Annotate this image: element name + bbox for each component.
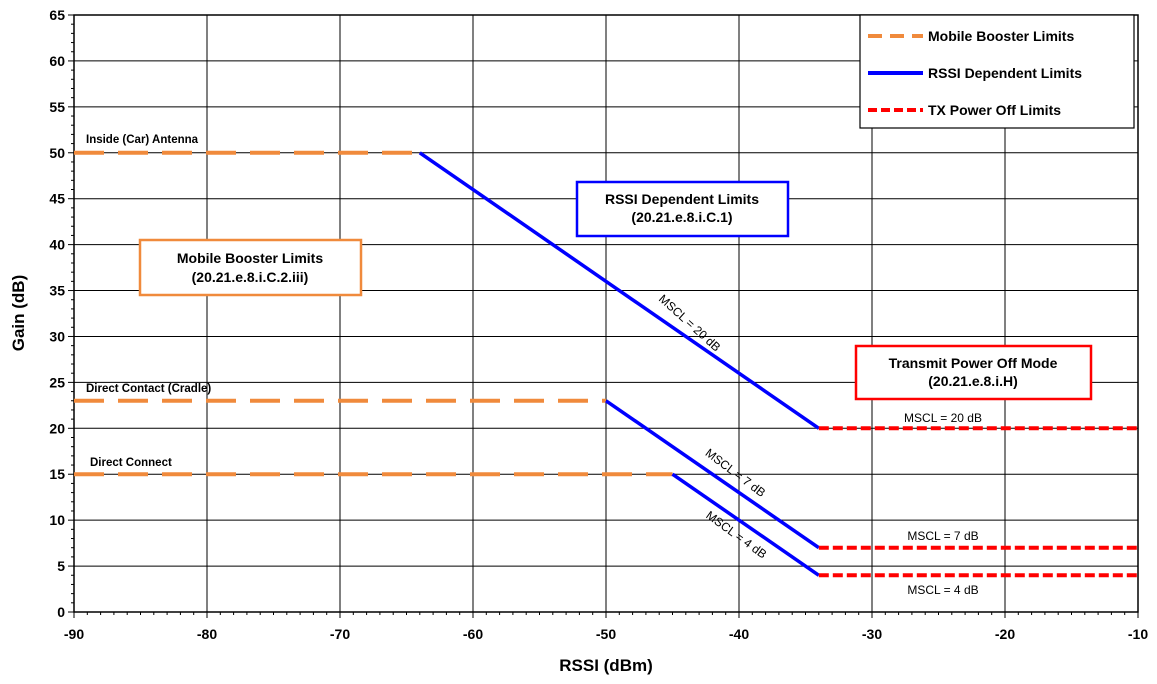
y-tick-label: 10 xyxy=(49,512,65,528)
rssi-dependent-line xyxy=(671,472,820,577)
rssi-dependent-line xyxy=(418,151,820,430)
transmit-power-off-box-line2: (20.21.e.8.i.H) xyxy=(928,373,1018,389)
legend-label-mobile-booster: Mobile Booster Limits xyxy=(928,28,1074,44)
rssi-dependent-box-line2: (20.21.e.8.i.C.1) xyxy=(631,209,732,225)
rssi-dependent-limits-box: RSSI Dependent Limits (20.21.e.8.i.C.1) xyxy=(575,180,790,238)
x-tick-label: -10 xyxy=(1128,626,1148,642)
y-tick-label: 25 xyxy=(49,374,65,390)
mobile-booster-box-frame xyxy=(138,238,363,297)
y-tick-label: 40 xyxy=(49,237,65,253)
mobile-booster-box-line2: (20.21.e.8.i.C.2.iii) xyxy=(192,269,309,285)
x-tick-label: -30 xyxy=(862,626,882,642)
y-tick-label: 65 xyxy=(49,7,65,23)
y-tick-label: 35 xyxy=(49,283,65,299)
x-tick-label: -90 xyxy=(64,626,84,642)
transmit-power-off-box-line1: Transmit Power Off Mode xyxy=(889,355,1058,371)
plot-frame xyxy=(73,14,1139,613)
x-tick-label: -70 xyxy=(330,626,350,642)
x-tick-label: -40 xyxy=(729,626,749,642)
rssi-dependent-line xyxy=(605,399,820,550)
y-tick-label: 0 xyxy=(57,604,65,620)
x-axis-title: RSSI (dBm) xyxy=(559,656,653,675)
label-direct-contact-cradle: Direct Contact (Cradle) xyxy=(86,383,211,395)
legend: Mobile Booster Limits RSSI Dependent Lim… xyxy=(859,14,1135,129)
y-axis-title: Gain (dB) xyxy=(9,275,28,352)
y-tick-label: 30 xyxy=(49,328,65,344)
tick-labels: 0 5 10 15 20 25 30 35 40 45 50 55 60 65 -90 -80 -70 -60 -5… xyxy=(49,7,1148,642)
legend-label-rssi-dependent: RSSI Dependent Limits xyxy=(928,65,1082,81)
mobile-booster-limits-box: Mobile Booster Limits (20.21.e.8.i.C.2.i… xyxy=(138,238,363,297)
x-tick-label: -20 xyxy=(995,626,1015,642)
x-tick-label: -50 xyxy=(596,626,616,642)
rssi-dependent-box-line1: RSSI Dependent Limits xyxy=(605,191,759,207)
label-direct-connect: Direct Connect xyxy=(90,457,172,469)
mscl-flat-4: MSCL = 4 dB xyxy=(907,583,978,597)
x-tick-label: -80 xyxy=(197,626,217,642)
legend-label-tx-power-off: TX Power Off Limits xyxy=(928,102,1061,118)
label-inside-car-antenna: Inside (Car) Antenna xyxy=(86,134,199,146)
x-tick-label: -60 xyxy=(463,626,483,642)
y-tick-label: 50 xyxy=(49,145,65,161)
mscl-flat-20: MSCL = 20 dB xyxy=(904,411,982,425)
y-tick-label: 60 xyxy=(49,53,65,69)
y-tick-label: 20 xyxy=(49,420,65,436)
mobile-booster-box-line1: Mobile Booster Limits xyxy=(177,250,323,266)
y-tick-label: 55 xyxy=(49,99,65,115)
y-tick-label: 5 xyxy=(57,558,65,574)
y-tick-label: 45 xyxy=(49,191,65,207)
rssi-dependent-box-frame xyxy=(575,180,790,238)
transmit-power-off-box: Transmit Power Off Mode (20.21.e.8.i.H) xyxy=(854,344,1093,401)
series-lines xyxy=(74,150,1138,578)
mscl-flat-7: MSCL = 7 dB xyxy=(907,529,978,543)
y-tick-label: 15 xyxy=(49,466,65,482)
transmit-power-off-box-frame xyxy=(854,344,1093,401)
